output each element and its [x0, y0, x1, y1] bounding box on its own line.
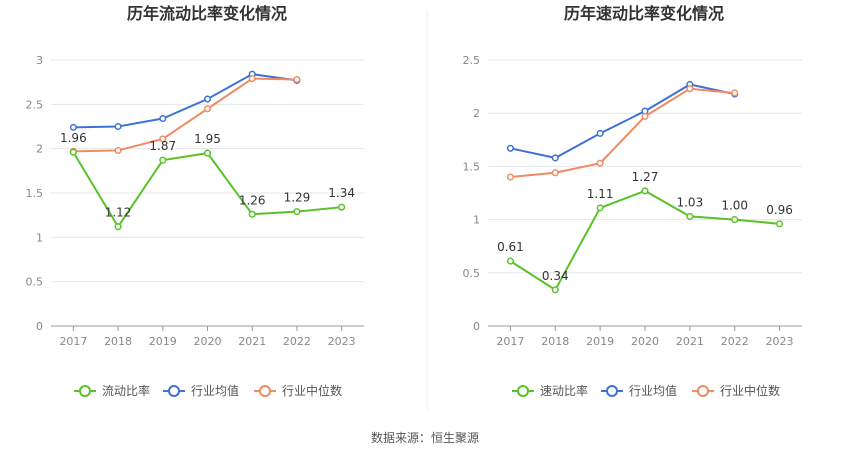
series-line	[510, 87, 735, 179]
x-tick-label: 2019	[586, 335, 614, 348]
data-point	[776, 220, 784, 228]
data-point	[159, 135, 167, 143]
data-point	[248, 75, 256, 83]
legend-swatch-marker[interactable]	[79, 385, 91, 397]
y-tick-label: 2	[36, 143, 43, 156]
y-tick-label: 2.5	[26, 98, 44, 111]
x-tick-label: 2017	[496, 335, 524, 348]
legend-label[interactable]: 行业中位数	[282, 383, 342, 398]
legend-label[interactable]: 行业均值	[191, 383, 239, 398]
x-tick-label: 2023	[766, 335, 794, 348]
legend-swatch-marker[interactable]	[517, 385, 529, 397]
data-label: 1.11	[587, 187, 614, 201]
data-point	[506, 257, 514, 265]
series-line	[73, 77, 297, 153]
y-tick-label: 2.5	[463, 54, 481, 67]
data-label: 1.26	[239, 193, 266, 207]
legend-label[interactable]: 行业均值	[629, 383, 677, 398]
series-line	[510, 83, 735, 159]
y-tick-label: 0	[473, 320, 480, 333]
legend-label[interactable]: 流动比率	[102, 383, 150, 398]
data-point	[731, 89, 739, 97]
data-label: 1.27	[632, 170, 659, 184]
data-point	[338, 203, 346, 211]
x-tick-label: 2021	[676, 335, 704, 348]
data-point	[686, 212, 694, 220]
x-tick-label: 2019	[149, 335, 177, 348]
data-source-note: 数据来源：恒生聚源	[371, 430, 479, 445]
data-point	[551, 169, 559, 177]
data-point	[596, 129, 604, 137]
data-point	[596, 204, 604, 212]
data-point	[731, 216, 739, 224]
x-tick-label: 2021	[238, 335, 266, 348]
data-point	[69, 123, 77, 131]
data-label: 0.96	[766, 203, 793, 217]
x-tick-label: 2017	[59, 335, 87, 348]
data-point	[686, 85, 694, 93]
data-label: 1.34	[328, 186, 355, 200]
data-label: 1.95	[194, 132, 221, 146]
data-point	[641, 112, 649, 120]
data-point	[159, 114, 167, 123]
y-tick-label: 1.5	[26, 187, 44, 200]
x-tick-label: 2023	[328, 335, 356, 348]
legend-swatch-marker[interactable]	[697, 385, 709, 397]
series-line	[73, 73, 298, 129]
data-label: 0.34	[542, 269, 569, 283]
data-label: 1.29	[284, 191, 311, 205]
data-point	[159, 156, 167, 164]
x-tick-label: 2018	[541, 335, 569, 348]
data-point	[293, 208, 301, 216]
y-tick-label: 3	[36, 54, 43, 67]
data-point	[248, 210, 256, 218]
legend-label[interactable]: 行业中位数	[720, 383, 780, 398]
data-point	[203, 95, 212, 103]
chart-title: 历年流动比率变化情况	[127, 4, 287, 23]
x-tick-label: 2020	[631, 335, 659, 348]
y-tick-label: 2	[473, 107, 480, 120]
data-point	[641, 187, 649, 195]
data-point	[506, 173, 514, 181]
y-tick-label: 0	[36, 320, 43, 333]
y-tick-label: 1.5	[463, 160, 481, 173]
y-tick-label: 1	[36, 231, 43, 244]
data-point	[114, 122, 122, 131]
data-point	[114, 223, 122, 231]
y-tick-label: 1	[473, 214, 480, 227]
data-point	[114, 146, 122, 154]
data-label: 1.00	[721, 199, 748, 213]
data-point	[551, 286, 559, 294]
data-point	[203, 149, 212, 157]
data-point	[506, 144, 514, 152]
data-label: 1.87	[149, 139, 176, 153]
legend-swatch-marker[interactable]	[606, 385, 618, 397]
x-tick-label: 2020	[194, 335, 222, 348]
data-point	[551, 154, 559, 162]
y-tick-label: 0.5	[463, 267, 481, 280]
legend-label[interactable]: 速动比率	[540, 383, 588, 398]
data-point	[69, 148, 77, 156]
legend-swatch-marker[interactable]	[259, 385, 271, 397]
data-label: 0.61	[497, 240, 524, 254]
x-tick-label: 2022	[721, 335, 749, 348]
data-point	[203, 105, 212, 113]
x-tick-label: 2018	[104, 335, 132, 348]
data-label: 1.12	[105, 206, 132, 220]
data-point	[293, 75, 301, 84]
legend-swatch-marker[interactable]	[168, 385, 180, 397]
y-tick-label: 0.5	[26, 276, 44, 289]
chart-title: 历年速动比率变化情况	[564, 4, 724, 23]
data-label: 1.03	[676, 195, 703, 209]
data-label: 1.96	[60, 131, 87, 145]
x-tick-label: 2022	[283, 335, 311, 348]
data-point	[596, 159, 604, 167]
